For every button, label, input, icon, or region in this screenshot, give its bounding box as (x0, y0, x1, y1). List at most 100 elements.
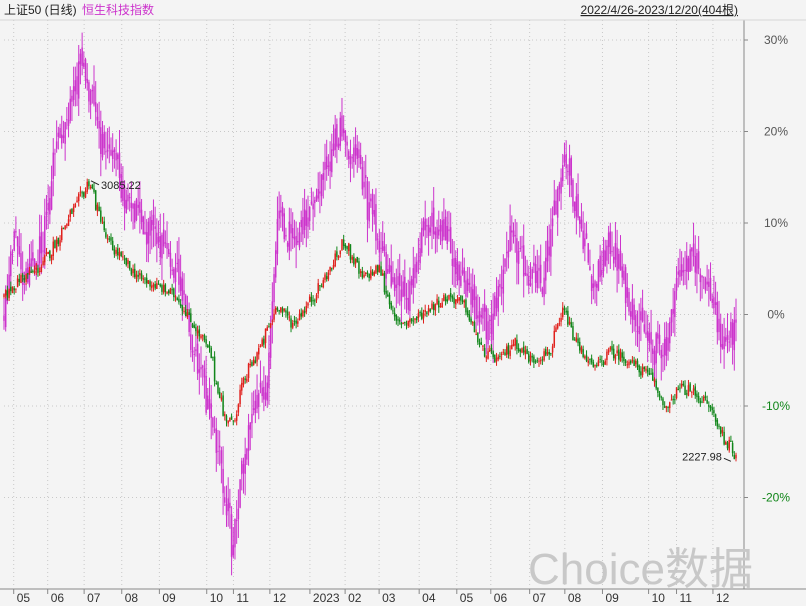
candle-body (421, 312, 423, 320)
candle-body (376, 265, 379, 273)
candle-body (495, 297, 498, 309)
candle-body (128, 260, 131, 269)
main-candle (599, 355, 601, 363)
candle-body (730, 321, 732, 338)
main-candle (463, 299, 466, 308)
candle-body (71, 95, 73, 102)
candle-body (558, 184, 561, 190)
compare-candle (188, 302, 190, 337)
compare-candle (463, 257, 466, 294)
main-candle (536, 357, 539, 364)
main-candle (300, 308, 302, 320)
candle-body (32, 252, 34, 261)
candle-body (319, 191, 321, 194)
candle-body (300, 219, 302, 228)
compare-candle (164, 230, 167, 249)
main-candle (614, 353, 617, 364)
candle-body (314, 200, 316, 204)
compare-candle (387, 254, 389, 275)
candle-body (511, 345, 513, 350)
compare-candle (162, 213, 165, 255)
candle-body (290, 224, 292, 234)
compare-candle (594, 279, 596, 304)
candle-body (488, 349, 491, 352)
main-candle (66, 223, 68, 229)
candle-body (655, 380, 657, 389)
compare-candle (441, 211, 443, 250)
candle-body (594, 364, 596, 367)
candle-body (62, 227, 65, 229)
candle-body (252, 408, 255, 411)
main-series-label[interactable]: 上证50 (日线) (4, 3, 77, 17)
main-candle (271, 319, 274, 326)
main-candle (567, 305, 569, 327)
candle-body (154, 283, 156, 289)
compare-candle (512, 222, 515, 244)
x-tick-label: 05 (17, 591, 31, 605)
main-candle (241, 377, 243, 396)
compare-candle (662, 342, 664, 372)
main-candle (38, 267, 41, 276)
candle-body (86, 181, 88, 192)
candle-body (59, 240, 61, 246)
compare-candle (213, 416, 216, 434)
candle-body (402, 323, 404, 325)
candle-body (161, 234, 163, 259)
candle-body (670, 309, 673, 323)
main-candle (641, 363, 644, 378)
compare-candle (346, 135, 348, 160)
candle-body (643, 366, 646, 370)
main-candle (252, 356, 255, 366)
main-candle (123, 255, 126, 265)
main-candle (597, 356, 600, 367)
main-candle (424, 304, 426, 317)
main-candle (237, 403, 240, 417)
candle-body (407, 297, 409, 310)
main-candle (558, 317, 561, 327)
candle-body (88, 82, 90, 102)
compare-series-label[interactable]: 恒生科技指数 (82, 2, 154, 17)
candle-body (438, 300, 440, 308)
compare-candle (242, 457, 245, 494)
candle-body (655, 333, 657, 364)
main-candle (505, 343, 508, 358)
candle-body (344, 130, 347, 143)
main-candle (735, 452, 737, 462)
candle-body (363, 181, 365, 188)
candle-body (227, 420, 229, 424)
candle-body (404, 321, 406, 323)
candle-body (276, 218, 279, 254)
candle-body (618, 349, 620, 360)
main-candle (134, 263, 136, 279)
candle-body (271, 320, 274, 322)
main-candle (687, 379, 690, 397)
candle-body (308, 296, 311, 302)
candle-body (458, 297, 460, 301)
compare-candle (314, 196, 316, 218)
candle-body (320, 174, 323, 197)
candle-body (254, 360, 257, 364)
main-candle (397, 316, 399, 327)
main-candle (176, 296, 178, 301)
candle-body (568, 158, 571, 176)
compare-candle (453, 241, 455, 288)
candle-body (190, 313, 192, 323)
compare-candle (103, 125, 105, 155)
candle-body (473, 284, 476, 301)
compare-candle (404, 259, 406, 310)
main-candle (594, 364, 596, 371)
main-candle (640, 366, 642, 379)
main-candle (213, 351, 216, 387)
compare-candle (716, 291, 719, 345)
candle-body (529, 355, 532, 362)
compare-candle (224, 486, 226, 507)
candle-body (307, 217, 309, 227)
candle-body (346, 141, 348, 146)
candle-body (687, 385, 690, 396)
candle-body (735, 319, 737, 323)
main-candle (20, 273, 22, 284)
candle-body (711, 298, 713, 303)
candle-body (641, 367, 644, 376)
main-candle (167, 289, 170, 296)
candle-body (94, 102, 97, 113)
